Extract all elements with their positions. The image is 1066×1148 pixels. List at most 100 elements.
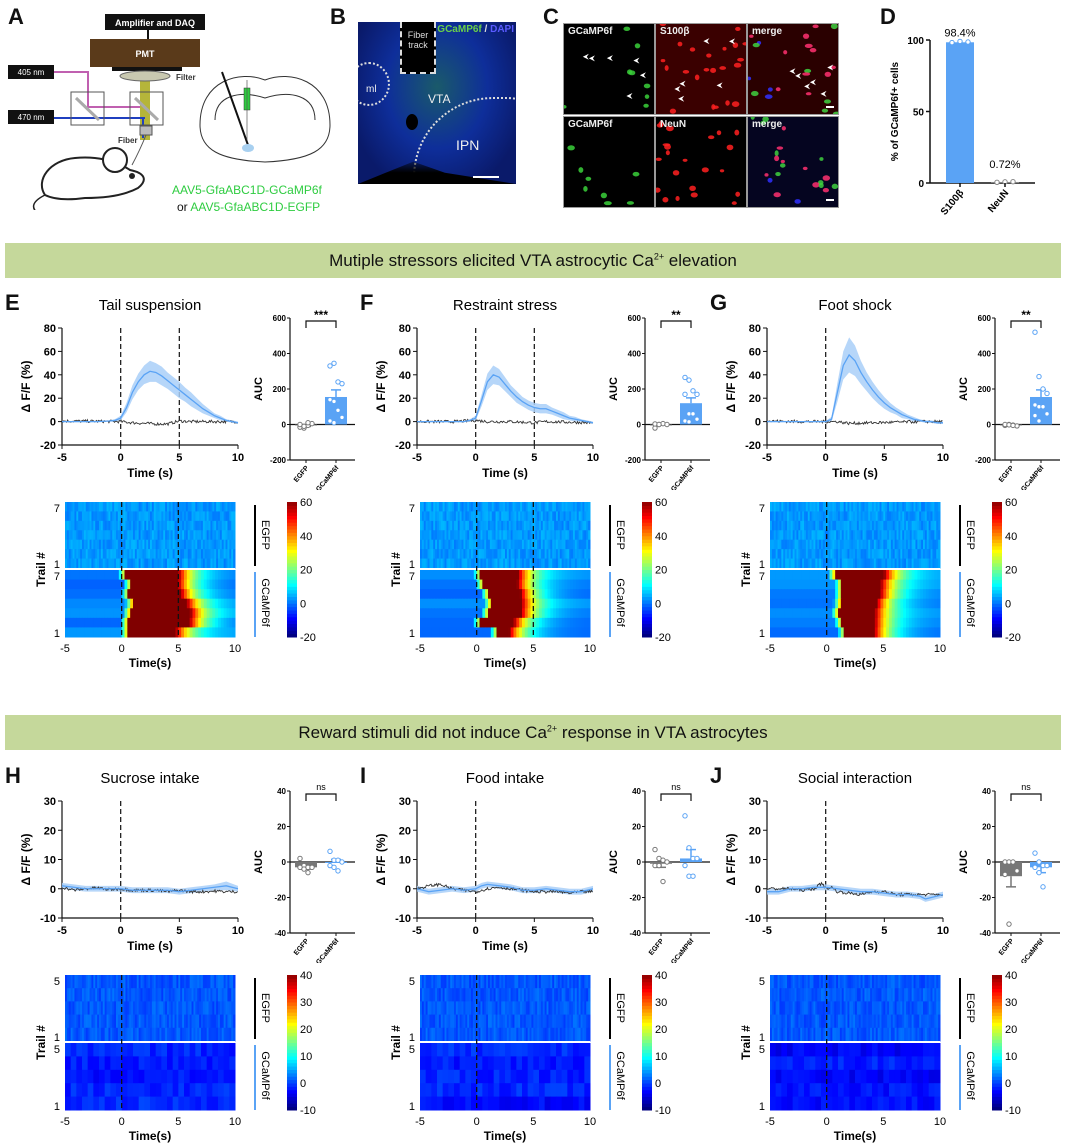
heatmap-cell <box>855 608 858 618</box>
group-separator <box>420 568 590 570</box>
heatmap-cell <box>488 599 491 609</box>
heatmap-cell <box>934 608 937 618</box>
y-axis-label: AUC <box>253 850 265 874</box>
cell <box>683 159 688 162</box>
y-tick-label: 0 <box>755 417 761 429</box>
heatmap-cell <box>190 1043 196 1057</box>
chart-title: Food intake <box>466 770 544 787</box>
y-tick-label: 7 <box>759 571 765 583</box>
heatmap-cell <box>559 608 562 618</box>
cell <box>776 87 781 91</box>
heatmap-cell <box>144 580 147 590</box>
colorbar-segment <box>287 1076 297 1080</box>
heatmap-cell <box>898 627 901 637</box>
heatmap-cell <box>71 1043 77 1057</box>
heatmap-cell <box>872 589 875 599</box>
heatmap-cell <box>144 599 147 609</box>
cell <box>717 130 721 135</box>
colorbar-tick-label: 0 <box>300 598 306 610</box>
colorbar-tick-label: 40 <box>300 970 312 982</box>
heatmap-cell <box>497 618 500 628</box>
micrograph-red-1: S100β <box>655 23 747 115</box>
heatmap-cell <box>514 580 517 590</box>
heatmap-cell <box>909 608 912 618</box>
colorbar-segment <box>287 573 297 577</box>
y-tick-label: 200 <box>978 385 992 394</box>
heatmap-cell <box>99 1043 105 1057</box>
virus-label-gcamp: AAV5-GfaABC1D-GCaMP6f <box>172 183 322 197</box>
heatmap-cell <box>229 570 232 580</box>
colorbar-segment <box>642 516 652 520</box>
heatmap-cell <box>133 1056 139 1070</box>
colorbar-segment <box>642 597 652 601</box>
heatmap-cell <box>491 618 494 628</box>
y-tick-label: 40 <box>749 370 761 382</box>
colorbar-segment <box>287 613 297 617</box>
heatmap-cell <box>926 589 929 599</box>
colorbar-segment <box>992 522 1002 526</box>
colorbar-tick-label: -20 <box>655 632 671 644</box>
value-label: 0.72% <box>989 159 1020 171</box>
x-tick-label: 0 <box>118 925 124 937</box>
cell <box>708 135 714 139</box>
heatmap-cell <box>934 589 937 599</box>
heatmap-cell <box>539 570 542 580</box>
heatmap-cell <box>505 570 508 580</box>
cell <box>806 92 812 95</box>
heatmap-cell <box>187 570 190 580</box>
heatmap-cell <box>587 608 590 618</box>
heatmap-cell <box>787 570 790 580</box>
heatmap-cell <box>849 627 852 637</box>
colorbar-tick-label: 0 <box>1005 598 1011 610</box>
significance-label: ns <box>316 782 326 792</box>
heatmap-cell <box>875 627 878 637</box>
colorbar-segment <box>287 999 297 1003</box>
colorbar-segment <box>287 1093 297 1097</box>
cell <box>664 144 671 150</box>
x-axis-label: Time(s) <box>484 656 526 670</box>
heatmap-cell <box>195 1043 201 1057</box>
heatmap-cell <box>584 627 587 637</box>
cell <box>732 201 737 205</box>
heatmap-cell <box>917 580 920 590</box>
heatmap-cell <box>499 608 502 618</box>
stain-dapi: DAPI <box>490 24 514 35</box>
heatmap-cell <box>821 599 824 609</box>
heatmap-cell <box>584 599 587 609</box>
bar-s100β <box>946 42 974 183</box>
heatmap-cell <box>201 1097 207 1111</box>
heatmap-cell <box>184 1056 190 1070</box>
heatmap-cell <box>71 1070 77 1084</box>
heatmap-cell <box>136 580 139 590</box>
cell <box>633 172 640 177</box>
heatmap-cell <box>127 1083 133 1097</box>
heatmap-cell <box>133 1097 139 1111</box>
y-tick-label: 20 <box>632 823 641 832</box>
cell <box>823 188 829 192</box>
cell <box>825 72 831 77</box>
heatmap-cell <box>139 1043 145 1057</box>
y-axis-label: Trail # <box>34 1025 48 1060</box>
x-tick-label: -5 <box>412 452 422 464</box>
heatmap-cell <box>491 608 494 618</box>
heatmap-cell <box>573 580 576 590</box>
x-tick-label: 10 <box>232 452 244 464</box>
heatmap-cell <box>65 1097 71 1111</box>
y-tick-label: 40 <box>399 370 411 382</box>
data-point <box>966 40 970 44</box>
colorbar-segment <box>992 570 1002 574</box>
micrograph-label: merge <box>752 26 782 37</box>
colorbar-segment <box>287 1029 297 1033</box>
auc-point <box>1011 423 1015 427</box>
heatmap-cell <box>917 599 920 609</box>
heatmap-cell <box>573 608 576 618</box>
heatmap-cell <box>588 521 590 531</box>
cell <box>781 160 785 163</box>
heatmap-cell <box>573 589 576 599</box>
heatmap-cell <box>841 608 844 618</box>
heatmap-cell <box>567 599 570 609</box>
y-tick-label: 50 <box>913 108 925 119</box>
auc-point <box>1037 374 1041 378</box>
